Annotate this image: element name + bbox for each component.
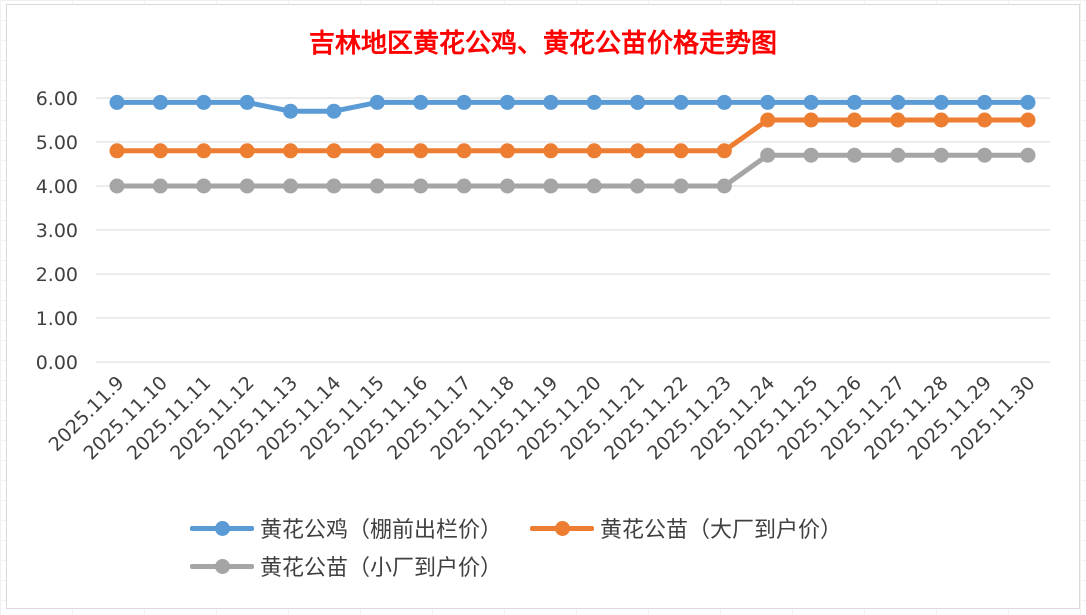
data-point[interactable]	[716, 178, 732, 194]
data-point[interactable]	[543, 178, 559, 194]
data-point[interactable]	[586, 143, 602, 159]
data-point[interactable]	[499, 94, 515, 110]
series-lines	[109, 94, 1036, 194]
series-line	[114, 152, 1031, 189]
legend-swatch	[190, 514, 254, 542]
legend-label: 黄花公苗（大厂到户价）	[600, 518, 843, 543]
data-point[interactable]	[369, 178, 385, 194]
data-point[interactable]	[933, 147, 949, 163]
data-point[interactable]	[846, 112, 862, 128]
series-1	[109, 94, 1036, 119]
data-point[interactable]	[846, 147, 862, 163]
legend-label: 黄花公苗（小厂到户价）	[260, 556, 503, 581]
data-point[interactable]	[283, 143, 299, 159]
data-point[interactable]	[413, 94, 429, 110]
data-point[interactable]	[109, 178, 125, 194]
legend-swatch	[530, 514, 595, 542]
data-point[interactable]	[803, 94, 819, 110]
data-point[interactable]	[760, 147, 776, 163]
x-axis-tick-labels: 2025.11.92025.11.102025.11.112025.11.122…	[45, 372, 1040, 464]
data-point[interactable]	[760, 94, 776, 110]
gridlines	[96, 97, 1050, 363]
data-point[interactable]	[283, 103, 299, 119]
data-point[interactable]	[933, 112, 949, 128]
y-tick-label: 4.00	[36, 176, 78, 198]
legend-swatch-marker	[215, 559, 230, 574]
legend-item[interactable]: 黄花公苗（小厂到户价）	[190, 552, 503, 581]
data-point[interactable]	[1020, 147, 1036, 163]
data-point[interactable]	[673, 94, 689, 110]
series-line	[114, 99, 1031, 114]
data-point[interactable]	[152, 143, 168, 159]
data-point[interactable]	[890, 112, 906, 128]
data-point[interactable]	[413, 178, 429, 194]
y-tick-label: 0.00	[36, 352, 78, 374]
data-point[interactable]	[716, 143, 732, 159]
legend-swatch-marker	[215, 521, 230, 536]
legend-item[interactable]: 黄花公苗（大厂到户价）	[530, 514, 843, 543]
data-point[interactable]	[109, 143, 125, 159]
y-tick-label: 6.00	[36, 88, 78, 110]
data-point[interactable]	[499, 178, 515, 194]
data-point[interactable]	[499, 143, 515, 159]
data-point[interactable]	[716, 94, 732, 110]
data-point[interactable]	[152, 94, 168, 110]
data-point[interactable]	[1020, 112, 1036, 128]
series-line	[114, 117, 1031, 154]
data-point[interactable]	[196, 94, 212, 110]
chart-title: 吉林地区黄花公鸡、黄花公苗价格走势图	[309, 28, 777, 59]
data-point[interactable]	[456, 94, 472, 110]
legend-label: 黄花公鸡（棚前出栏价）	[260, 518, 503, 543]
data-point[interactable]	[630, 94, 646, 110]
data-point[interactable]	[1020, 94, 1036, 110]
data-point[interactable]	[846, 94, 862, 110]
y-tick-label: 5.00	[36, 132, 78, 154]
data-point[interactable]	[977, 94, 993, 110]
data-point[interactable]	[326, 143, 342, 159]
data-point[interactable]	[803, 112, 819, 128]
data-point[interactable]	[369, 143, 385, 159]
data-point[interactable]	[239, 143, 255, 159]
y-tick-label: 3.00	[36, 220, 78, 242]
data-point[interactable]	[239, 94, 255, 110]
legend: 黄花公鸡（棚前出栏价） 黄花公苗（大厂到户价） 黄花公苗（小厂到户价）	[190, 514, 910, 581]
data-point[interactable]	[890, 94, 906, 110]
series-2	[109, 112, 1036, 159]
legend-swatch	[190, 552, 254, 580]
data-point[interactable]	[803, 147, 819, 163]
data-point[interactable]	[543, 94, 559, 110]
data-point[interactable]	[977, 112, 993, 128]
data-point[interactable]	[326, 103, 342, 119]
data-point[interactable]	[673, 143, 689, 159]
data-point[interactable]	[890, 147, 906, 163]
data-point[interactable]	[760, 112, 776, 128]
legend-swatch-marker	[555, 521, 571, 536]
legend-item[interactable]: 黄花公鸡（棚前出栏价）	[190, 514, 503, 543]
series-3	[109, 147, 1036, 194]
data-point[interactable]	[109, 94, 125, 110]
data-point[interactable]	[152, 178, 168, 194]
data-point[interactable]	[977, 147, 993, 163]
data-point[interactable]	[369, 94, 385, 110]
data-point[interactable]	[196, 178, 212, 194]
data-point[interactable]	[413, 143, 429, 159]
data-point[interactable]	[456, 143, 472, 159]
y-tick-label: 1.00	[36, 308, 78, 330]
data-point[interactable]	[196, 143, 212, 159]
y-tick-label: 2.00	[36, 264, 78, 286]
data-point[interactable]	[630, 178, 646, 194]
data-point[interactable]	[586, 94, 602, 110]
data-point[interactable]	[933, 94, 949, 110]
data-point[interactable]	[456, 178, 472, 194]
data-point[interactable]	[326, 178, 342, 194]
data-point[interactable]	[586, 178, 602, 194]
data-point[interactable]	[673, 178, 689, 194]
y-axis-tick-labels: 0.00 1.00 2.00 3.00 4.00 5.00 6.00	[36, 88, 78, 374]
data-point[interactable]	[239, 178, 255, 194]
data-point[interactable]	[543, 143, 559, 159]
data-point[interactable]	[283, 178, 299, 194]
data-point[interactable]	[630, 143, 646, 159]
